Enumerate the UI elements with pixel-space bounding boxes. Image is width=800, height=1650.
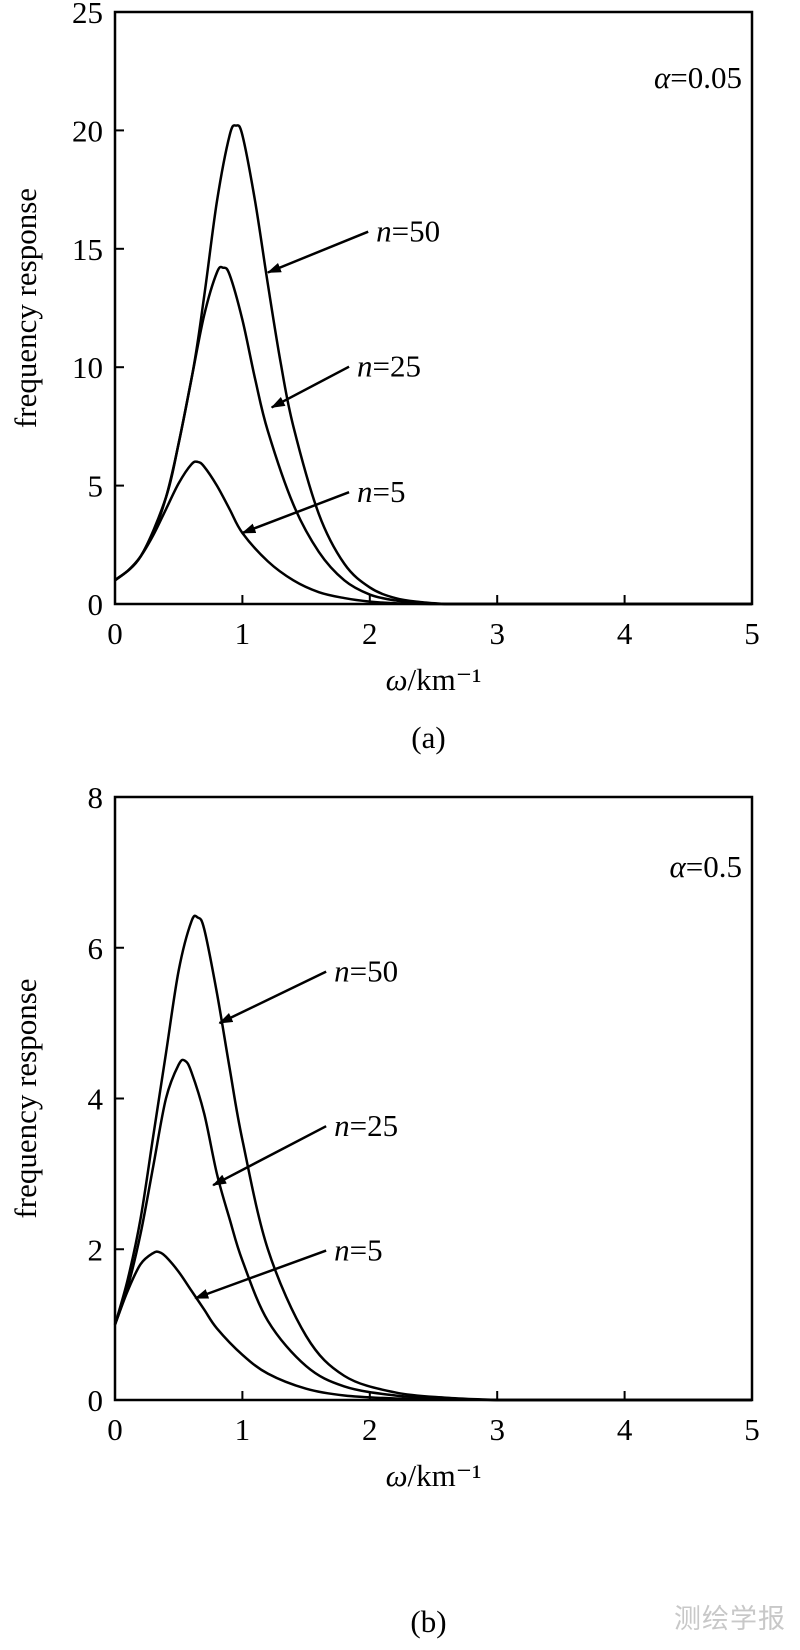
x-tick-label: 3: [489, 1412, 505, 1447]
callout-arrow-n-25: [270, 365, 350, 409]
y-tick-label: 0: [88, 1383, 104, 1418]
y-tick-label: 15: [72, 232, 103, 267]
x-tick-label: 3: [489, 616, 505, 651]
y-tick-label: 25: [72, 0, 103, 30]
series-line-n-5: [114, 460, 752, 606]
alpha-annotation: α=0.05: [654, 60, 742, 95]
callout-arrow-n-50: [266, 230, 369, 274]
x-tick-label: 5: [744, 616, 760, 651]
x-tick-label: 1: [235, 1412, 251, 1447]
y-tick-label: 0: [88, 587, 104, 622]
panel-label: (b): [410, 1604, 446, 1639]
alpha-annotation: α=0.5: [669, 849, 742, 884]
panel-b: 0 1 2 3 4 5 0 2 4 6 8 frequency response ω/km⁻¹ (b) α=…: [8, 780, 760, 1639]
x-tick-label: 0: [107, 616, 123, 651]
callout-arrow-n-5: [194, 1249, 327, 1300]
y-tick-label: 6: [88, 931, 104, 966]
callout-label-n-25: n=25: [334, 1108, 398, 1143]
callout-label-n-5: n=5: [357, 474, 405, 509]
plot-frame: [113, 795, 754, 1402]
series-line-n-25: [113, 1058, 752, 1402]
x-tick-label: 2: [362, 1412, 378, 1447]
y-tick-label: 5: [88, 469, 104, 504]
callout-label-n-25: n=25: [357, 349, 421, 384]
series-line-n-50: [114, 124, 752, 606]
callout-label-n-50: n=50: [334, 954, 398, 989]
callout-arrow-n-5: [241, 491, 350, 535]
series-line-n-25: [114, 265, 752, 606]
callout-label-n-5: n=5: [334, 1233, 382, 1268]
x-axis-label: ω/km⁻¹: [386, 1458, 482, 1493]
x-tick-label: 1: [235, 616, 251, 651]
watermark: 测绘学报: [674, 1604, 786, 1635]
y-axis-label: frequency response: [8, 978, 43, 1218]
series-line-n-5: [113, 1250, 752, 1402]
panel-label: (a): [411, 720, 445, 755]
y-tick-label: 4: [88, 1082, 104, 1117]
x-axis-label: ω/km⁻¹: [386, 662, 482, 697]
x-tick-label: 0: [107, 1412, 123, 1447]
x-tick-label: 4: [617, 616, 633, 651]
y-tick-label: 10: [72, 350, 103, 385]
y-tick-label: 8: [88, 780, 104, 815]
x-tick-label: 2: [362, 616, 378, 651]
x-tick-label: 4: [617, 1412, 633, 1447]
plot-frame: [113, 10, 754, 606]
panel-a: 0 1 2 3 4 5 0 5 10 15 20 25 frequency response ω/km⁻¹…: [8, 0, 760, 755]
y-axis-label: frequency response: [8, 188, 43, 428]
y-tick-label: 20: [72, 113, 103, 148]
callout-arrow-n-50: [218, 970, 327, 1025]
callout-arrow-n-25: [212, 1125, 327, 1187]
callout-label-n-50: n=50: [376, 214, 440, 249]
series-line-n-50: [113, 914, 752, 1402]
y-tick-label: 2: [88, 1232, 104, 1267]
x-tick-label: 5: [744, 1412, 760, 1447]
